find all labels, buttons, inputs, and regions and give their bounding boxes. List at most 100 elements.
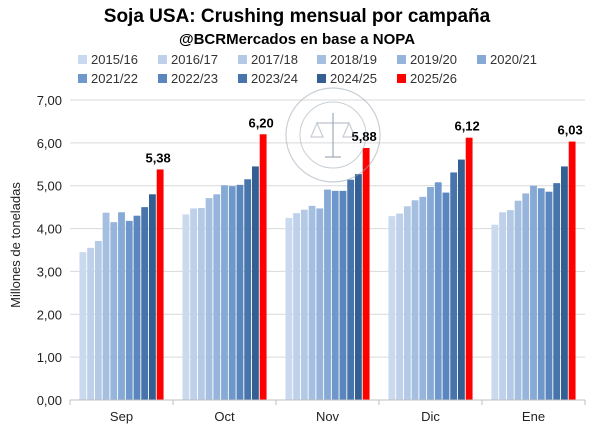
legend-label: 2018/19 [330, 52, 377, 67]
legend-label: 2020/21 [490, 52, 537, 67]
bar [87, 247, 95, 400]
bar [457, 159, 465, 400]
bar [259, 134, 267, 401]
x-tick-label: Nov [316, 409, 340, 424]
bar [148, 194, 156, 400]
bar [182, 214, 190, 400]
data-label: 6,12 [454, 119, 479, 134]
legend-swatch [238, 55, 247, 64]
legend-label: 2017/18 [251, 52, 298, 67]
x-tick-label: Oct [214, 409, 235, 424]
bar [545, 191, 553, 400]
bar [560, 166, 568, 400]
bar [293, 213, 301, 400]
chart-title: Soja USA: Crushing mensual por campaña [103, 6, 491, 27]
legend-swatch [78, 55, 87, 64]
legend-label: 2015/16 [91, 52, 138, 67]
bar [228, 186, 236, 400]
bar [308, 205, 316, 400]
bar [110, 222, 118, 400]
data-label: 6,20 [248, 115, 273, 130]
x-tick-label: Ene [522, 409, 545, 424]
bar [411, 200, 419, 400]
bar [324, 189, 331, 400]
legend-swatch [158, 74, 167, 83]
bar [506, 210, 514, 400]
bar [362, 148, 370, 400]
bar [522, 193, 530, 400]
bar [133, 215, 141, 400]
bar [514, 200, 522, 400]
bar [331, 190, 339, 400]
watermark-seal [285, 87, 381, 183]
bar [94, 241, 102, 400]
y-tick-label: 6,00 [37, 136, 62, 151]
bar [197, 208, 205, 400]
bars [79, 134, 576, 401]
y-tick-label: 1,00 [37, 350, 62, 365]
y-tick-label: 5,00 [37, 179, 62, 194]
bar [251, 166, 259, 400]
y-axis-label: Millones de toneladas [8, 182, 23, 308]
legend-label: 2019/20 [410, 52, 457, 67]
bar [465, 137, 473, 400]
bar [316, 208, 324, 400]
legend-swatch [158, 55, 167, 64]
bar [442, 192, 450, 400]
legend-swatch [238, 74, 247, 83]
bar [403, 206, 411, 400]
y-tick-label: 3,00 [37, 264, 62, 279]
bar [190, 208, 198, 400]
data-label: 5,38 [145, 150, 170, 165]
bar [102, 212, 110, 400]
data-label: 5,88 [351, 129, 376, 144]
axes: Sep Oct Nov Dic Ene [69, 399, 586, 424]
bar [347, 179, 355, 400]
legend-swatch [477, 55, 486, 64]
bar [450, 172, 458, 400]
legend: 2015/16 2016/17 2017/18 2018/19 2019/20 2020/… [78, 52, 537, 86]
bar [79, 252, 87, 400]
chart-subtitle: @BCRMercados en base a NOPA [178, 31, 416, 48]
x-tick-label: Sep [110, 409, 133, 424]
bar [300, 209, 308, 400]
bar [156, 169, 164, 400]
bar [125, 220, 133, 400]
bar [553, 183, 561, 400]
bar [388, 216, 396, 400]
bar [285, 217, 293, 400]
y-tick-label: 7,00 [37, 93, 62, 108]
legend-label: 2021/22 [91, 71, 138, 86]
legend-swatch [317, 55, 326, 64]
bar [530, 185, 537, 400]
legend-swatch [397, 74, 406, 83]
data-labels: 5,38 6,20 5,88 6,12 6,03 [145, 115, 582, 165]
legend-label: 2023/24 [251, 71, 298, 86]
legend-label: 2016/17 [171, 52, 218, 67]
bar [213, 194, 221, 400]
bar [244, 179, 252, 400]
y-tick-label: 0,00 [37, 393, 62, 408]
legend-swatch [317, 74, 326, 83]
bar [221, 185, 228, 400]
bar [568, 141, 576, 401]
gridlines: 0,00 1,00 2,00 3,00 4,00 5,00 6,00 7,00 [37, 93, 585, 408]
bar [141, 207, 149, 400]
bar [236, 184, 244, 400]
bar [118, 212, 125, 400]
y-tick-label: 2,00 [37, 307, 62, 322]
bar [339, 190, 347, 400]
bar [419, 196, 427, 400]
bar [537, 188, 545, 400]
legend-swatch [397, 55, 406, 64]
bar [396, 213, 404, 400]
y-tick-label: 4,00 [37, 222, 62, 237]
data-label: 6,03 [557, 123, 582, 138]
bar [427, 187, 434, 400]
bar [491, 224, 499, 400]
bar [434, 182, 442, 400]
bar [205, 198, 213, 400]
legend-label: 2025/26 [410, 71, 457, 86]
legend-swatch [78, 74, 87, 83]
